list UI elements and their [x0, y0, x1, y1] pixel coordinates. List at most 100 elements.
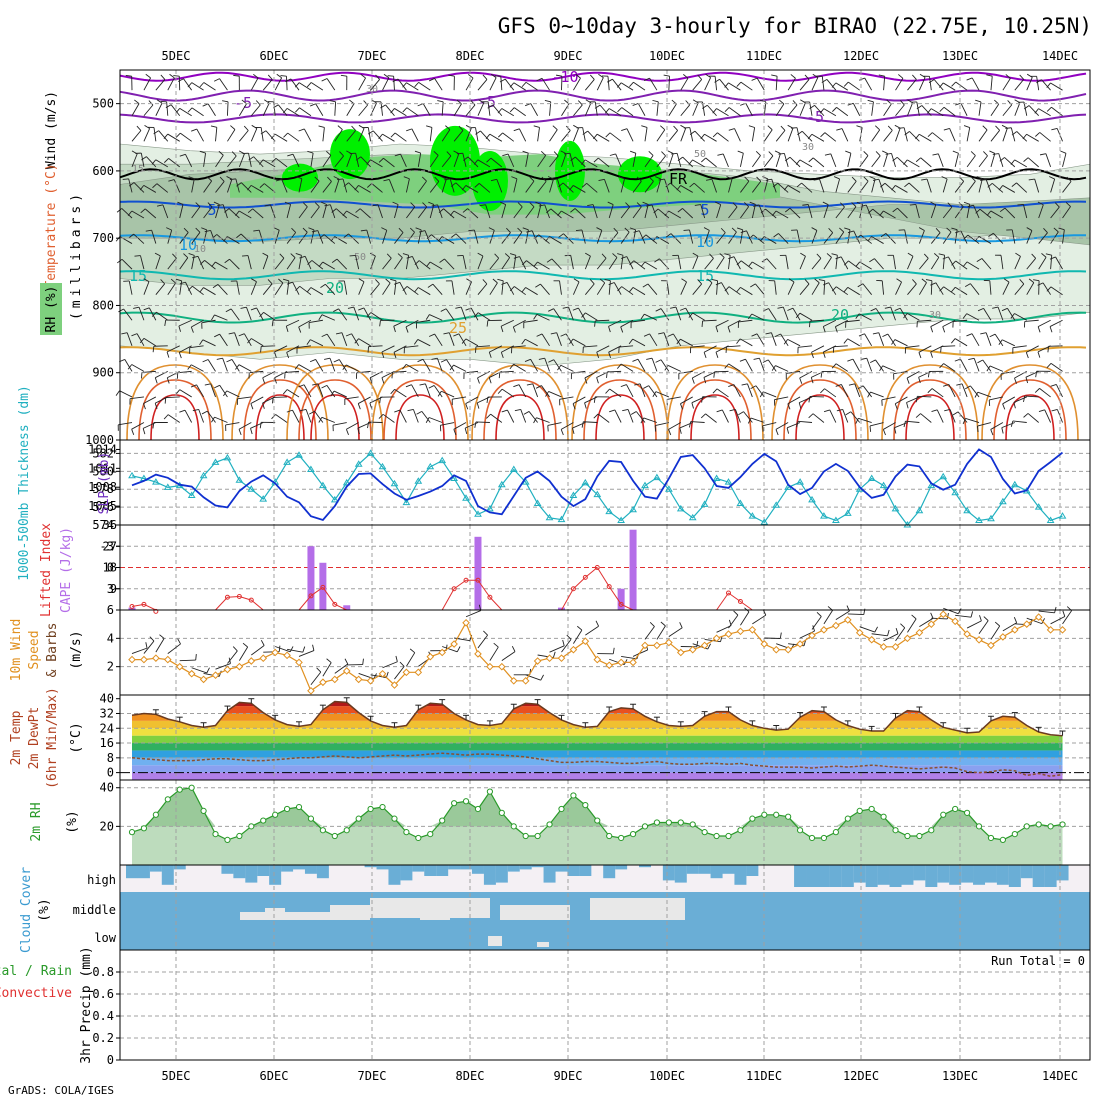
wind10-speed-point-6 — [187, 669, 196, 678]
wind-barb-593 — [632, 180, 642, 193]
cloud-high-col-47 — [674, 865, 687, 883]
wind-barb-708-flag — [724, 253, 731, 256]
wind10-speed-point-41 — [605, 661, 614, 670]
wind-barb-194 — [274, 370, 288, 379]
wind-barb-543-flag — [569, 338, 574, 345]
wind-barb-755 — [755, 385, 765, 398]
lifted-index-point-17 — [320, 584, 326, 590]
wind-barb-470 — [519, 256, 527, 270]
wind-barb-336 — [399, 409, 407, 423]
wind10-barb-71 — [966, 620, 982, 629]
wind-barb-1004 — [966, 313, 980, 321]
wind-barb-669-flag — [676, 338, 681, 345]
wind-barb-247 — [325, 283, 336, 295]
wind-barb-358 — [418, 260, 431, 270]
wind-barb-390-flag — [440, 359, 447, 363]
cloud-high-col-16 — [304, 865, 317, 874]
wind-barb-458-flag — [500, 326, 504, 333]
wind-barb-2 — [131, 103, 140, 116]
wind-barb-1011-flag — [995, 125, 1000, 131]
wind-barb-831 — [835, 178, 841, 193]
wind-barb-53-flag — [152, 346, 155, 353]
wind-barb-87-flag — [191, 128, 197, 132]
wind-barb-204-flag — [295, 253, 302, 256]
wind-barb-789 — [787, 185, 801, 193]
wind-barb-213-flag — [298, 128, 305, 132]
cloud-high-col-72 — [973, 865, 986, 885]
wind-barb-619 — [656, 129, 666, 142]
wind-barb-1040-flag — [999, 157, 1005, 162]
wind-barb-978-flag — [939, 363, 944, 369]
wind-barb-868-flag — [845, 411, 852, 416]
wind-barb-238-flag — [309, 410, 315, 415]
thickness-point-23 — [390, 479, 399, 487]
wind-barb-641 — [663, 332, 670, 346]
wind-barb-682 — [692, 312, 705, 321]
wind10-barb-27-flag — [456, 646, 461, 653]
wind-barb-260 — [336, 258, 348, 270]
wind-barb-1050 — [1001, 422, 1015, 429]
thickness-point-45 — [653, 473, 661, 481]
wind-barb-335 — [394, 388, 407, 398]
wind10-barb-37 — [561, 639, 572, 653]
wind-barb-748-flag — [753, 204, 760, 207]
wind-barb-18 — [140, 153, 145, 167]
wind-barb-990 — [953, 319, 968, 323]
wind-barb-185-flag — [270, 133, 276, 140]
wind-barb-91-flag — [201, 227, 208, 231]
wind-barb-675-flag — [689, 130, 696, 136]
wind-barb-863 — [847, 286, 860, 296]
wind-barb-455 — [513, 231, 523, 244]
wind-barb-568-flag — [612, 253, 618, 258]
thickness-point-39 — [581, 478, 590, 486]
wind-barb-993-flag — [956, 383, 963, 386]
wind-barb-439-flag — [490, 178, 497, 182]
wind-barb-695 — [716, 280, 719, 295]
lifted-index-point-9 — [224, 594, 230, 600]
wind-barb-111-flag — [204, 383, 211, 386]
wind10-barb-53-flag — [762, 609, 767, 616]
wind-barb-493 — [549, 129, 558, 142]
lifted-index-point-3 — [153, 608, 159, 614]
y-tick-label-4: 800 — [92, 298, 114, 312]
cloud-mid-gap-3 — [370, 898, 490, 918]
wind-barb-376 — [436, 358, 443, 372]
rh2m-point-53 — [749, 815, 756, 822]
wind-barb-911 — [907, 79, 917, 91]
wind-barb-635-flag — [658, 178, 665, 181]
cloud-high-col-27 — [436, 865, 449, 876]
wind-barb-472-flag — [512, 326, 516, 333]
y-tick-label-1: 9 — [110, 582, 117, 596]
wind-barb-622 — [651, 204, 658, 219]
wind-barb-1094-flag — [1046, 106, 1052, 112]
wind10-speed-point-1 — [128, 655, 136, 664]
wind-barb-25 — [136, 333, 145, 347]
date-bottom-11DEC: 11DEC — [746, 1069, 782, 1083]
wind-barb-952-flag — [915, 413, 921, 418]
thickness-point-11 — [247, 485, 256, 492]
wind-barb-183-flag — [280, 75, 287, 77]
wind-barb-649-flag — [665, 182, 671, 188]
wind-barb-41-flag — [143, 403, 146, 410]
wind-barb-41 — [143, 396, 157, 404]
wind-barb-1040 — [1004, 157, 1016, 168]
wind-barb-514-flag — [548, 308, 554, 312]
wind-barb-616 — [635, 411, 646, 423]
wind-barb-918 — [907, 256, 914, 270]
wind-barb-411 — [465, 185, 479, 193]
wind-barb-716 — [728, 107, 741, 117]
wind10-speed-point-7 — [199, 675, 208, 684]
wind-barb-667-flag — [697, 279, 702, 285]
thickness-point-20 — [354, 460, 363, 467]
wind-barb-64 — [179, 257, 189, 270]
wind-barb-437-flag — [485, 133, 491, 140]
wind-barb-92 — [197, 256, 204, 270]
wind-barb-106 — [204, 260, 216, 270]
wind-barb-965-flag — [927, 388, 933, 394]
wind-barb-565 — [603, 179, 610, 193]
wind-barb-86 — [191, 107, 204, 117]
wind-barb-754-flag — [753, 357, 760, 360]
wind-barb-827-flag — [821, 79, 828, 83]
wind-barb-341 — [417, 180, 427, 193]
wind-barb-671 — [680, 396, 693, 405]
